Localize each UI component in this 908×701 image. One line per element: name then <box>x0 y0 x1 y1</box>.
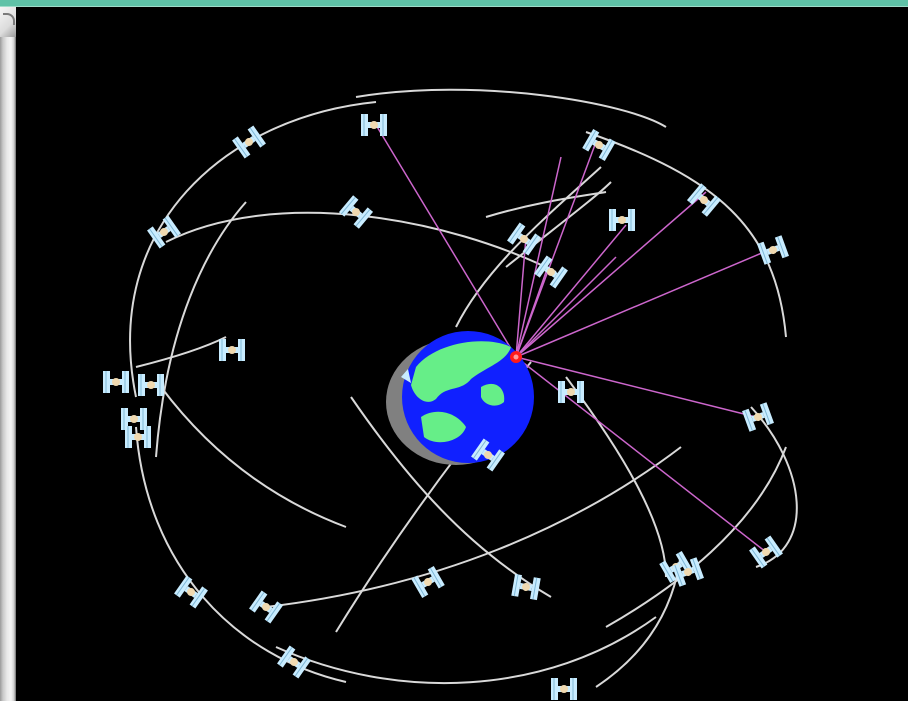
satellite-icon <box>741 401 775 433</box>
orbit-path <box>155 201 247 458</box>
orbit-path <box>129 101 377 398</box>
signal-line <box>375 124 517 358</box>
satellite-icon <box>581 128 617 162</box>
left-side-panel <box>0 7 16 701</box>
panel-curl-corner <box>0 7 16 37</box>
orbit-path <box>565 376 667 578</box>
orbit-path <box>135 336 227 368</box>
earth-edge-marker <box>401 369 411 383</box>
satellite-icon <box>102 370 130 394</box>
satellite-icon <box>218 338 246 362</box>
satellite-icon <box>608 208 636 232</box>
receiver-dot-highlight <box>513 354 519 360</box>
orbit-path <box>605 446 787 628</box>
signal-lines <box>375 124 777 553</box>
signal-line <box>515 246 777 358</box>
signal-line <box>515 224 627 358</box>
signal-line <box>515 271 547 358</box>
earth-landmass <box>481 383 505 406</box>
satellite-icon <box>510 573 542 601</box>
satellite-icon <box>338 194 374 230</box>
orbit-path <box>160 386 347 528</box>
satellite-icon <box>120 407 148 431</box>
orbit-path <box>505 181 612 268</box>
signal-line <box>515 356 757 418</box>
satellite-icon <box>748 535 784 569</box>
satellite-icon <box>550 677 578 701</box>
satellite-icon <box>137 373 165 397</box>
earth-landmass <box>411 341 511 402</box>
orbit-path <box>265 446 682 608</box>
orbit-path <box>455 166 602 328</box>
signal-line <box>515 256 617 358</box>
orbit-path <box>135 426 347 683</box>
earth-landmass <box>421 411 466 443</box>
orbit-path <box>275 616 657 685</box>
satellite-icon <box>756 234 790 266</box>
satellite-icon <box>248 590 284 624</box>
satellite-icon <box>533 255 569 289</box>
orbit-path <box>750 406 798 568</box>
satellite-constellation-scene <box>16 7 908 701</box>
orbit-path <box>485 191 607 218</box>
satellite-icon <box>360 113 388 137</box>
satellite-icon <box>686 182 722 218</box>
orbit-paths <box>129 88 798 688</box>
signal-line <box>515 191 707 358</box>
satellite-icon <box>173 575 209 609</box>
satellite-icon <box>231 125 267 159</box>
orbit-path <box>585 131 787 338</box>
signal-line <box>515 156 562 358</box>
constellation-svg <box>102 88 798 701</box>
earth-globe <box>386 331 534 465</box>
window-title-bar-edge <box>0 0 908 7</box>
signal-line <box>515 356 767 553</box>
orbit-path <box>355 88 667 128</box>
signal-line <box>515 236 527 358</box>
